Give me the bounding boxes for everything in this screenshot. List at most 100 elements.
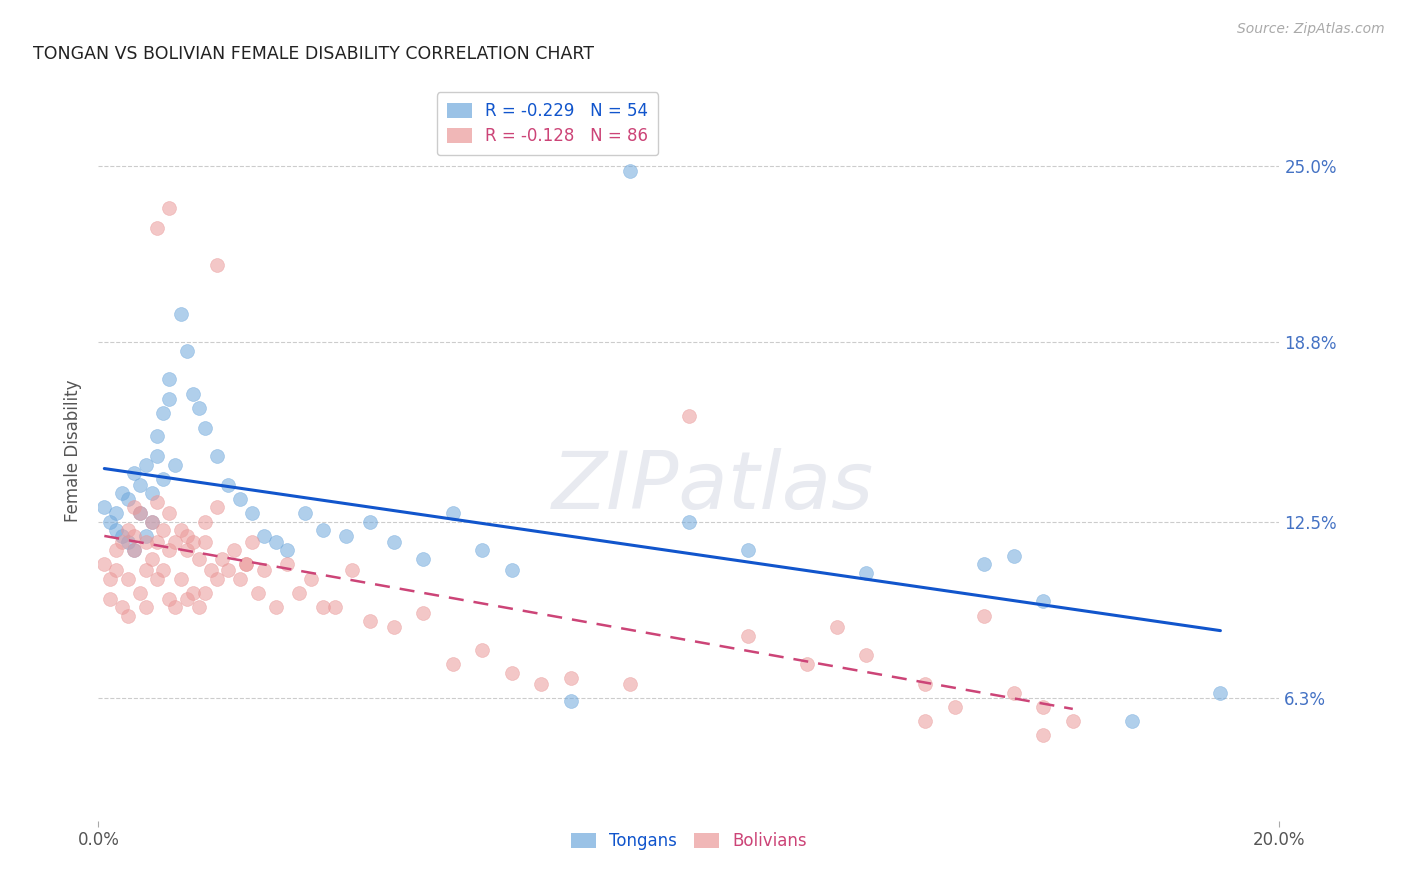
Point [146, 572, 169, 586]
Point [796, 657, 818, 671]
Point [1062, 714, 1084, 728]
Point [128, 506, 150, 520]
Point [165, 534, 187, 549]
Point [211, 551, 233, 566]
Point [205, 259, 228, 273]
Point [619, 677, 641, 691]
Point [441, 657, 464, 671]
Point [359, 515, 381, 529]
Point [141, 515, 163, 529]
Point [122, 500, 145, 515]
Point [471, 642, 494, 657]
Point [825, 620, 848, 634]
Point [501, 563, 523, 577]
Point [157, 202, 180, 216]
Point [152, 523, 174, 537]
Point [246, 586, 269, 600]
Point [205, 449, 228, 463]
Point [135, 458, 157, 472]
Point [187, 600, 209, 615]
Point [135, 600, 157, 615]
Point [141, 551, 163, 566]
Point [335, 529, 357, 543]
Point [205, 572, 228, 586]
Point [312, 523, 335, 537]
Point [253, 563, 276, 577]
Point [165, 600, 187, 615]
Point [288, 586, 311, 600]
Point [146, 429, 169, 443]
Point [141, 515, 163, 529]
Point [93, 500, 115, 515]
Point [176, 529, 198, 543]
Point [737, 543, 759, 558]
Point [1002, 549, 1025, 563]
Point [678, 409, 700, 424]
Point [187, 551, 209, 566]
Point [1002, 685, 1025, 699]
Point [1032, 699, 1054, 714]
Point [187, 401, 209, 415]
Point [105, 506, 128, 520]
Point [176, 591, 198, 606]
Point [235, 558, 257, 572]
Text: TONGAN VS BOLIVIAN FEMALE DISABILITY CORRELATION CHART: TONGAN VS BOLIVIAN FEMALE DISABILITY COR… [34, 45, 595, 63]
Point [152, 407, 174, 421]
Point [560, 671, 582, 685]
Point [276, 543, 298, 558]
Point [194, 586, 217, 600]
Point [501, 665, 523, 680]
Point [412, 551, 434, 566]
Point [229, 572, 252, 586]
Point [1209, 685, 1232, 699]
Point [323, 600, 346, 615]
Point [152, 563, 174, 577]
Point [619, 164, 641, 178]
Point [170, 523, 193, 537]
Point [299, 572, 322, 586]
Point [111, 486, 134, 500]
Point [176, 543, 198, 558]
Point [264, 600, 287, 615]
Point [560, 694, 582, 708]
Point [264, 534, 287, 549]
Point [973, 558, 995, 572]
Text: Source: ZipAtlas.com: Source: ZipAtlas.com [1237, 22, 1385, 37]
Point [135, 529, 157, 543]
Point [914, 677, 936, 691]
Point [117, 608, 139, 623]
Point [312, 600, 335, 615]
Point [117, 572, 139, 586]
Point [98, 515, 121, 529]
Point [855, 648, 877, 663]
Point [146, 221, 169, 235]
Point [117, 534, 139, 549]
Point [914, 714, 936, 728]
Point [146, 449, 169, 463]
Point [141, 486, 163, 500]
Point [111, 600, 134, 615]
Point [530, 677, 553, 691]
Point [194, 534, 217, 549]
Point [122, 467, 145, 481]
Point [217, 477, 239, 491]
Point [441, 506, 464, 520]
Point [359, 615, 381, 629]
Point [737, 628, 759, 642]
Point [200, 563, 222, 577]
Point [117, 523, 139, 537]
Legend: Tongans, Bolivians: Tongans, Bolivians [564, 825, 814, 856]
Point [157, 543, 180, 558]
Point [181, 586, 204, 600]
Point [105, 523, 128, 537]
Point [294, 506, 316, 520]
Point [471, 543, 494, 558]
Point [1032, 594, 1054, 608]
Point [181, 534, 204, 549]
Point [194, 515, 217, 529]
Point [128, 477, 150, 491]
Point [855, 566, 877, 580]
Point [135, 563, 157, 577]
Point [224, 543, 246, 558]
Point [98, 572, 121, 586]
